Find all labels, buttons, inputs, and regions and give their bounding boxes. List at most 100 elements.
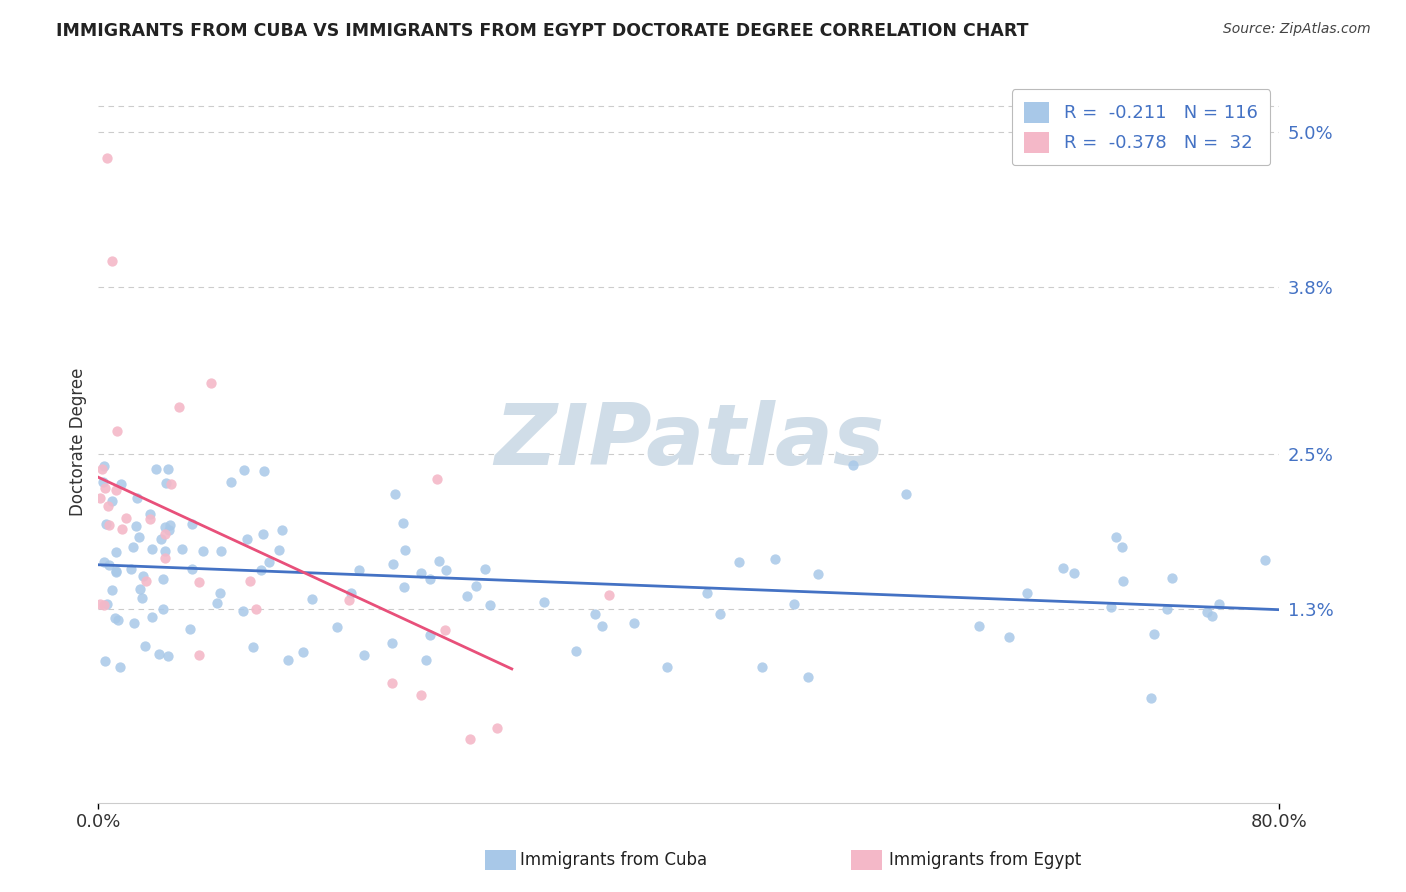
Point <box>1052 561 1074 575</box>
Point <box>167 400 190 414</box>
Point <box>135 574 157 589</box>
Point <box>105 566 128 580</box>
Point <box>219 475 242 489</box>
Point <box>381 676 404 690</box>
Point <box>125 519 148 533</box>
Point <box>153 519 176 533</box>
Point <box>100 253 122 268</box>
Point <box>1112 574 1135 589</box>
Point <box>200 376 222 391</box>
Point <box>1139 691 1161 706</box>
Point <box>157 461 180 475</box>
Point <box>159 477 181 491</box>
Point <box>179 622 201 636</box>
Point <box>533 595 555 609</box>
Point <box>127 491 149 505</box>
Point <box>486 721 509 735</box>
Point <box>426 472 449 486</box>
Point <box>1254 553 1277 567</box>
Point <box>1017 586 1039 600</box>
Point <box>131 591 153 605</box>
Text: ZIPatlas: ZIPatlas <box>494 400 884 483</box>
Point <box>1111 540 1133 554</box>
Point <box>464 579 486 593</box>
Point <box>232 604 254 618</box>
Point <box>353 648 375 662</box>
Point <box>104 545 127 559</box>
Point <box>381 558 404 572</box>
Point <box>696 585 718 599</box>
Point <box>96 598 118 612</box>
Point <box>98 558 121 573</box>
Text: Immigrants from Egypt: Immigrants from Egypt <box>889 851 1081 869</box>
Point <box>145 462 167 476</box>
Point <box>583 607 606 621</box>
Point <box>763 552 786 566</box>
Point <box>1208 597 1230 611</box>
Point <box>94 654 117 668</box>
Point <box>89 491 111 506</box>
Point <box>1143 627 1166 641</box>
Point <box>104 611 127 625</box>
Point <box>1105 530 1128 544</box>
Point <box>259 555 281 569</box>
Point <box>841 458 863 472</box>
Point <box>115 511 138 525</box>
Point <box>180 516 202 531</box>
Point <box>101 494 124 508</box>
Point <box>998 630 1021 644</box>
Point <box>291 645 314 659</box>
Point <box>337 593 360 607</box>
Point <box>155 551 177 566</box>
Point <box>107 613 129 627</box>
Point <box>326 620 349 634</box>
Text: Immigrants from Cuba: Immigrants from Cuba <box>520 851 707 869</box>
Point <box>411 688 433 702</box>
Point <box>180 562 202 576</box>
Point <box>460 731 482 746</box>
Point <box>419 627 441 641</box>
Point <box>124 615 146 630</box>
Point <box>105 424 128 438</box>
Point <box>101 583 124 598</box>
Point <box>93 458 115 473</box>
Point <box>209 543 232 558</box>
Point <box>170 541 193 556</box>
Point <box>655 660 678 674</box>
Point <box>727 555 749 569</box>
Point <box>277 653 299 667</box>
Point <box>783 597 806 611</box>
Point <box>267 543 290 558</box>
Text: Source: ZipAtlas.com: Source: ZipAtlas.com <box>1223 22 1371 37</box>
Point <box>1063 566 1085 581</box>
Point <box>1201 608 1223 623</box>
Point <box>153 544 176 558</box>
Point <box>807 566 830 581</box>
Point <box>187 575 209 590</box>
Point <box>797 670 820 684</box>
Point <box>91 462 114 476</box>
Point <box>94 481 117 495</box>
Point <box>89 597 111 611</box>
Point <box>152 602 174 616</box>
Point <box>381 636 404 650</box>
Point <box>591 619 613 633</box>
Point <box>1161 571 1184 585</box>
Point <box>120 562 142 576</box>
Point <box>301 591 323 606</box>
Point <box>155 476 177 491</box>
Point <box>565 644 588 658</box>
Point <box>150 533 173 547</box>
Point <box>205 596 228 610</box>
Point <box>391 516 413 530</box>
Point <box>208 586 231 600</box>
Point <box>134 639 156 653</box>
Point <box>122 540 145 554</box>
Point <box>245 602 267 616</box>
Point <box>1195 606 1218 620</box>
Point <box>474 562 496 576</box>
Point <box>384 487 406 501</box>
Point <box>1156 602 1178 616</box>
Point <box>270 523 292 537</box>
Point <box>104 564 127 578</box>
